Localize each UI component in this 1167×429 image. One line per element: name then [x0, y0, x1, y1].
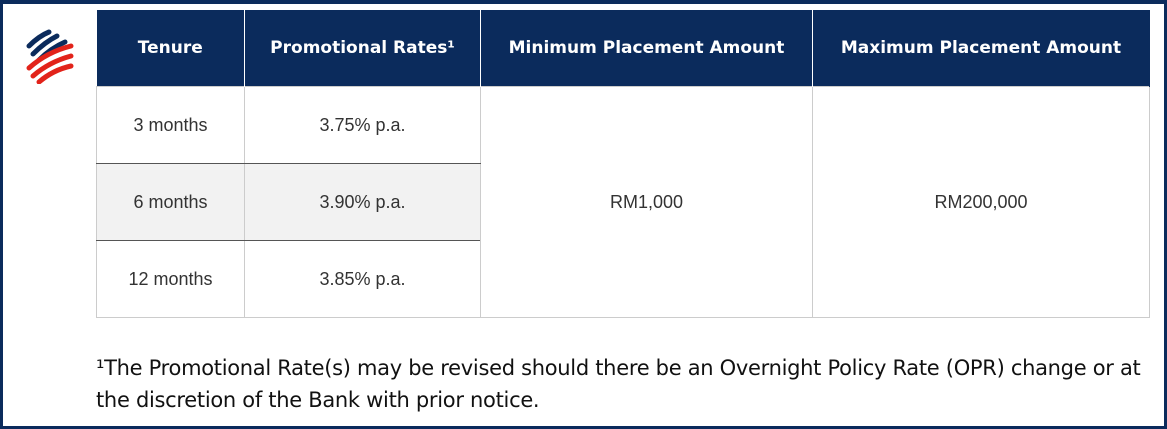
rate-cell: 3.75% p.a. — [244, 86, 481, 164]
tenure-cell: 6 months — [96, 163, 245, 241]
max-amount-cell: RM200,000 — [812, 86, 1150, 318]
rate-cell: 3.90% p.a. — [244, 163, 481, 241]
tenure-cell: 12 months — [96, 240, 245, 318]
bank-logo-icon — [26, 29, 74, 84]
table-row: 6 months 3.90% p.a. — [96, 163, 1150, 241]
min-amount-cell: RM1,000 — [480, 86, 813, 318]
rates-table: Tenure Promotional Rates¹ Minimum Placem… — [96, 10, 1150, 318]
rate-cell: 3.85% p.a. — [244, 240, 481, 318]
table-row: 3 months 3.75% p.a. RM1,000 RM200,000 — [96, 86, 1150, 318]
footnote: ¹The Promotional Rate(s) may be revised … — [96, 356, 1141, 412]
table-row: 12 months 3.85% p.a. — [96, 240, 1150, 318]
tenure-cell: 3 months — [96, 86, 245, 164]
header-maximum-placement: Maximum Placement Amount — [812, 10, 1150, 87]
header-promotional-rates: Promotional Rates¹ — [244, 10, 481, 87]
header-tenure: Tenure — [96, 10, 245, 87]
table-header-row: Tenure Promotional Rates¹ Minimum Placem… — [96, 10, 1150, 87]
header-minimum-placement: Minimum Placement Amount — [480, 10, 813, 87]
